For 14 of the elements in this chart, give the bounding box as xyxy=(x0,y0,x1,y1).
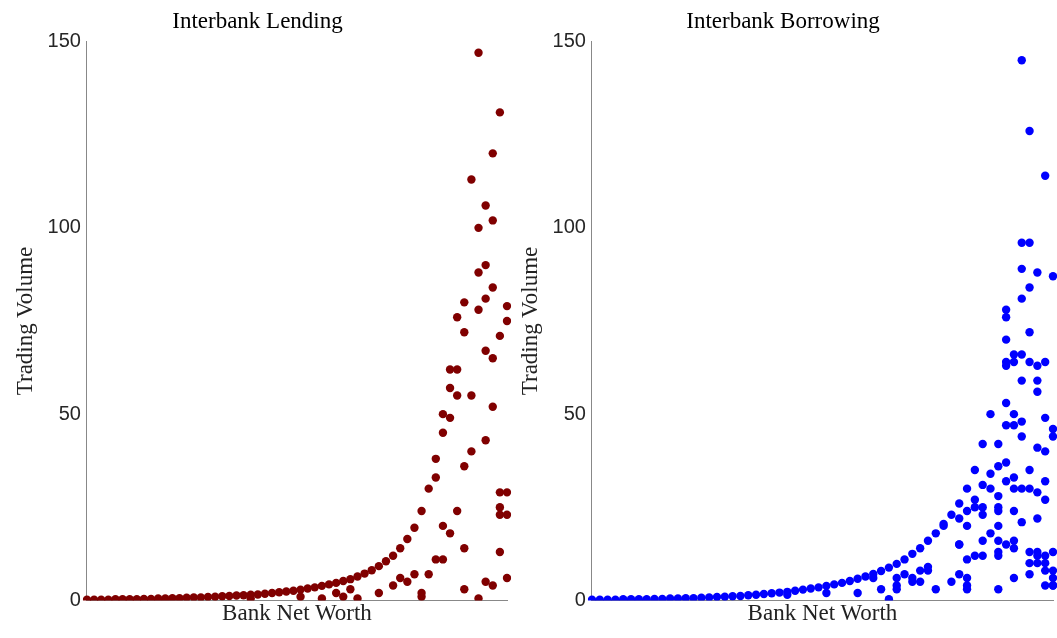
y-tick-label: 150 xyxy=(47,29,81,52)
chart-title: Interbank Lending xyxy=(172,7,344,33)
y-tick-label: 100 xyxy=(552,215,586,238)
y-tick-label: 0 xyxy=(574,587,586,610)
x-axis-title: Bank Net Worth xyxy=(747,600,898,626)
y-tick-label: 50 xyxy=(563,401,586,424)
y-axis-title: Trading Volume xyxy=(516,246,542,396)
y-tick-label: 0 xyxy=(69,587,81,610)
chart-title: Interbank Borrowing xyxy=(686,7,881,33)
y-tick-label: 50 xyxy=(58,401,81,424)
x-axis-title: Bank Net Worth xyxy=(222,600,373,626)
y-axis-title: Trading Volume xyxy=(11,246,37,396)
y-tick-label: 100 xyxy=(47,215,81,238)
y-tick-label: 150 xyxy=(552,29,586,52)
